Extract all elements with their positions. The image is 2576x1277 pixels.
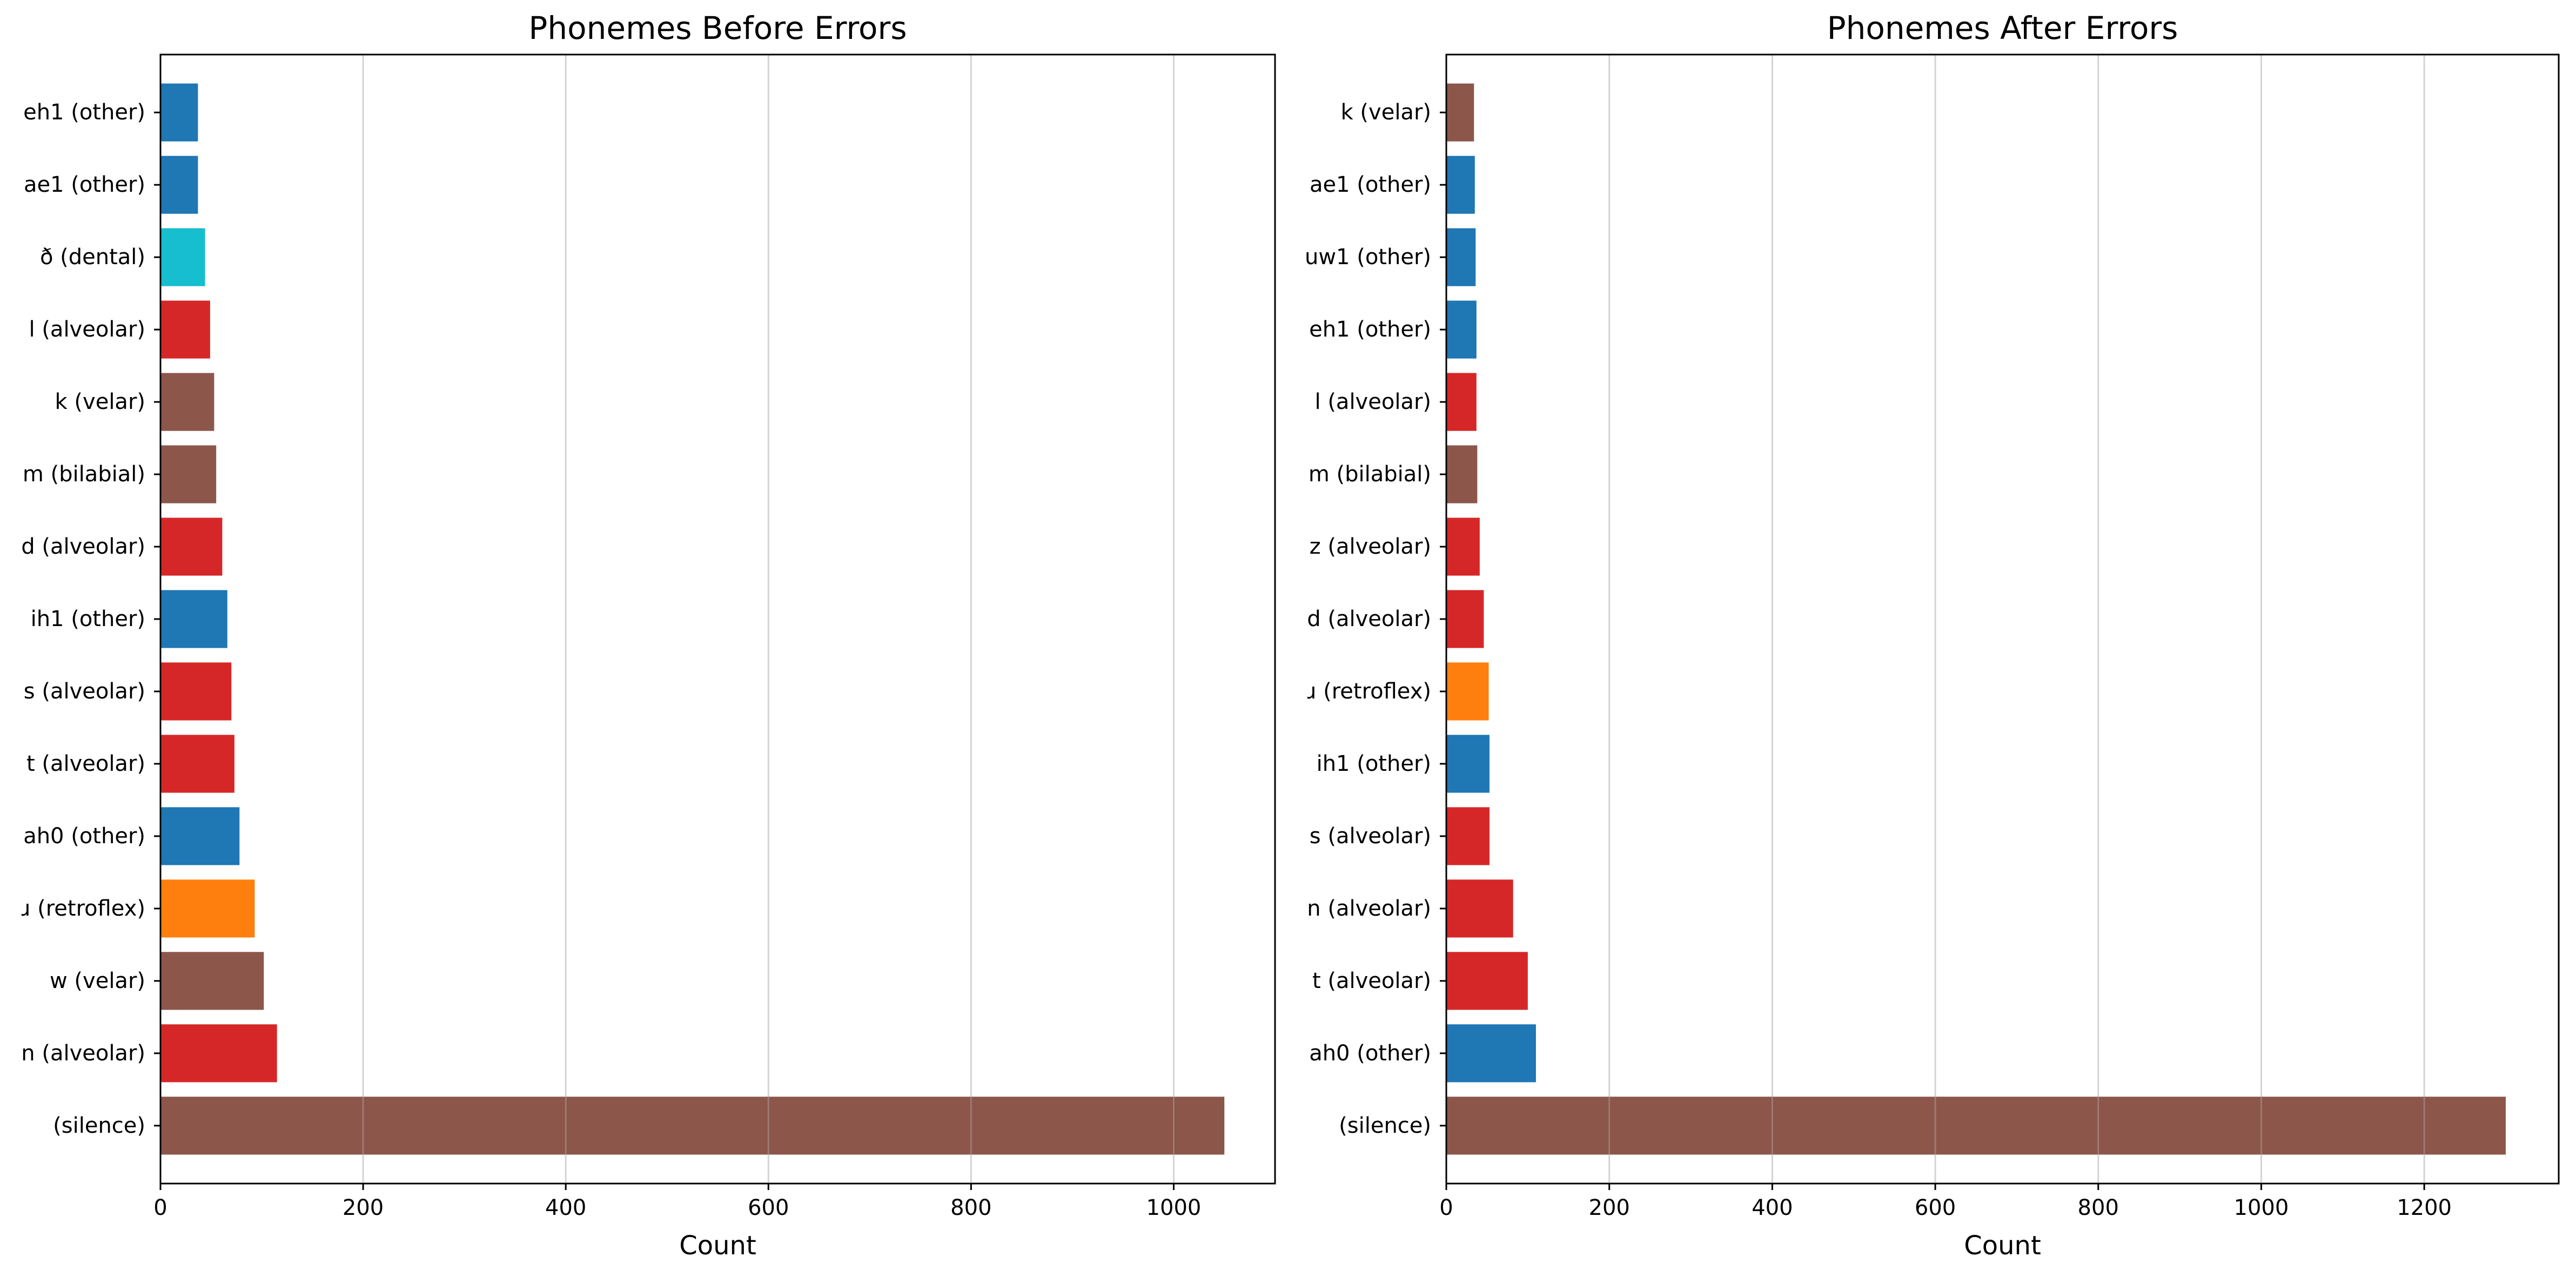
- bar-retroflex: [160, 879, 255, 938]
- bar-ae1-other: [1446, 156, 1475, 214]
- y-tick-label: d (alveolar): [21, 534, 145, 559]
- chart-title: Phonemes Before Errors: [528, 10, 907, 46]
- bar-s-alveolar: [1446, 807, 1490, 865]
- bar-m-bilabial: [160, 445, 217, 503]
- x-tick-label: 600: [1915, 1195, 1956, 1220]
- bar-dental: [160, 228, 205, 286]
- x-tick-label: 0: [1439, 1195, 1453, 1220]
- x-tick-label: 200: [1589, 1195, 1630, 1220]
- y-tick-label: m (bilabial): [1309, 462, 1431, 487]
- bar-ae1-other: [160, 156, 198, 214]
- bar-z-alveolar: [1446, 517, 1480, 576]
- y-tick-label: t (alveolar): [1312, 969, 1431, 993]
- y-tick-label: k (velar): [55, 389, 145, 414]
- bar-s-alveolar: [160, 662, 232, 721]
- bar-retroflex: [1446, 662, 1489, 721]
- y-tick-label: l (alveolar): [1315, 389, 1432, 414]
- bar-k-velar: [1446, 83, 1474, 142]
- x-axis-label: Count: [679, 1231, 756, 1261]
- y-tick-label: m (bilabial): [23, 462, 145, 487]
- bar-ih1-other: [160, 590, 227, 648]
- bar-n-alveolar: [160, 1024, 277, 1083]
- bar-w-velar: [160, 952, 264, 1010]
- x-tick-label: 400: [545, 1195, 586, 1220]
- y-tick-label: w (velar): [50, 969, 145, 993]
- y-tick-label: ae1 (other): [24, 172, 145, 197]
- y-tick-label: ah0 (other): [23, 824, 145, 849]
- bar-m-bilabial: [1446, 445, 1478, 503]
- y-tick-label: ih1 (other): [31, 607, 145, 631]
- y-tick-label: n (alveolar): [21, 1041, 145, 1066]
- bar-eh1-other: [160, 83, 198, 142]
- bar-ah0-other: [1446, 1024, 1536, 1083]
- bar-n-alveolar: [1446, 879, 1513, 938]
- bar-k-velar: [160, 373, 214, 431]
- y-tick-label: d (alveolar): [1307, 607, 1431, 631]
- y-tick-label: n (alveolar): [1307, 896, 1431, 921]
- bar-eh1-other: [1446, 300, 1477, 359]
- bar-t-alveolar: [1446, 952, 1528, 1010]
- bar-ih1-other: [1446, 735, 1490, 793]
- y-tick-label: t (alveolar): [26, 751, 145, 776]
- bar-silence: [160, 1097, 1225, 1155]
- y-tick-label: k (velar): [1341, 100, 1431, 125]
- y-tick-label: ae1 (other): [1310, 172, 1431, 197]
- y-tick-label: (silence): [1339, 1113, 1431, 1138]
- chart-panel-after-errors: (silence) ah0 (other) t (alveolar) n (alveo…: [1305, 10, 2560, 1261]
- x-tick-label: 800: [2078, 1195, 2119, 1220]
- x-tick-label: 1000: [2234, 1195, 2289, 1220]
- y-tick-label: eh1 (other): [1309, 317, 1431, 342]
- chart-title: Phonemes After Errors: [1827, 10, 2178, 46]
- chart-panel-before-errors: (silence) n (alveolar) w (velar) ɹ (retrofl…: [21, 10, 1276, 1261]
- bar-ah0-other: [160, 807, 240, 865]
- y-tick-label: ɹ (retroflex): [22, 896, 145, 921]
- y-tick-label: (silence): [53, 1113, 145, 1138]
- y-tick-label: uw1 (other): [1305, 245, 1431, 270]
- x-axis-label: Count: [1964, 1231, 2041, 1261]
- bar-silence: [1446, 1097, 2506, 1155]
- bar-d-alveolar: [1446, 590, 1484, 648]
- bar-l-alveolar: [1446, 373, 1477, 431]
- y-tick-label: ih1 (other): [1317, 751, 1431, 776]
- x-tick-label: 600: [748, 1195, 789, 1220]
- y-tick-label: z (alveolar): [1310, 534, 1431, 559]
- x-tick-label: 400: [1752, 1195, 1793, 1220]
- y-tick-label: s (alveolar): [1310, 824, 1431, 849]
- x-tick-label: 1000: [1146, 1195, 1202, 1220]
- x-tick-label: 1200: [2397, 1195, 2452, 1220]
- bar-l-alveolar: [160, 300, 210, 359]
- y-tick-label: l (alveolar): [29, 317, 146, 342]
- bar-uw1-other: [1446, 228, 1476, 286]
- y-tick-label: eh1 (other): [23, 100, 145, 125]
- bar-d-alveolar: [160, 517, 223, 576]
- y-tick-label: s (alveolar): [24, 679, 145, 704]
- y-tick-label: ð (dental): [40, 245, 145, 270]
- x-tick-label: 200: [343, 1195, 384, 1220]
- x-tick-label: 800: [950, 1195, 991, 1220]
- bar-t-alveolar: [160, 735, 234, 793]
- x-tick-label: 0: [153, 1195, 167, 1220]
- y-tick-label: ɹ (retroflex): [1307, 679, 1431, 704]
- y-tick-label: ah0 (other): [1309, 1041, 1431, 1066]
